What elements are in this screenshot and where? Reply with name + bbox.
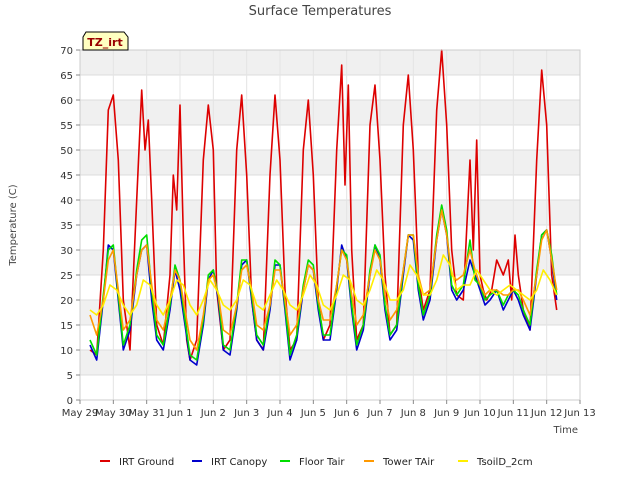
- x-tick-label: Jun 9: [433, 408, 459, 419]
- chart-title: Surface Temperatures: [249, 4, 392, 19]
- series-line-irt-canopy: [89, 209, 558, 366]
- series-line-irt-ground: [89, 49, 558, 361]
- plot-band: [80, 350, 580, 375]
- x-tick-label: Jun 8: [400, 408, 426, 419]
- y-tick-label: 30: [60, 246, 73, 257]
- y-tick-label: 0: [67, 396, 73, 407]
- y-tick-label: 55: [60, 121, 73, 132]
- x-tick-label: Jun 12: [530, 408, 563, 419]
- y-tick-label: 70: [60, 46, 73, 57]
- y-tick-label: 60: [60, 96, 73, 107]
- legend-label: IRT Ground: [119, 457, 174, 468]
- tz-badge-label: TZ_irt: [87, 36, 122, 49]
- x-tick-label: May 31: [128, 408, 165, 419]
- y-tick-label: 65: [60, 71, 73, 82]
- series-line-tsoild-2cm: [89, 254, 558, 316]
- y-tick-label: 10: [60, 346, 73, 357]
- x-tick-label: Jun 4: [266, 408, 292, 419]
- x-tick-label: Jun 1: [166, 408, 192, 419]
- x-tick-label: Jun 11: [497, 408, 530, 419]
- y-tick-label: 50: [60, 146, 73, 157]
- plot-background: [80, 50, 580, 400]
- x-axis-label: Time: [553, 425, 578, 436]
- plot-band: [80, 150, 580, 175]
- y-tick-label: 40: [60, 196, 73, 207]
- y-tick-label: 5: [67, 371, 73, 382]
- plot-band: [80, 200, 580, 225]
- x-tick-label: Jun 10: [463, 408, 496, 419]
- x-tick-label: Jun 3: [233, 408, 259, 419]
- y-axis-ticks: 0 5 10 15 20 25 30 35 40 45 50 55 60 65 70: [60, 46, 80, 407]
- y-tick-label: 20: [60, 296, 73, 307]
- plot-band: [80, 100, 580, 125]
- y-tick-label: 45: [60, 171, 73, 182]
- tz-badge-box: [82, 31, 129, 51]
- plot-band: [80, 275, 580, 300]
- plot-band: [80, 175, 580, 200]
- plot-band: [80, 50, 580, 75]
- x-tick-label: May 29: [62, 408, 99, 419]
- legend: IRT Ground IRT Canopy Floor Tair Tower TAir…: [100, 457, 533, 468]
- series-layer: [89, 49, 558, 366]
- legend-label: Floor Tair: [299, 457, 345, 468]
- legend-label: IRT Canopy: [211, 457, 267, 468]
- x-tick-label: Jun 13: [563, 408, 596, 419]
- x-tick-label: Jun 5: [300, 408, 326, 419]
- x-tick-label: Jun 6: [333, 408, 359, 419]
- tz-badge: TZ_irt: [82, 31, 129, 51]
- legend-label: TsoilD_2cm: [476, 457, 533, 468]
- x-tick-label: Jun 7: [366, 408, 392, 419]
- plot-band: [80, 375, 580, 400]
- y-tick-label: 25: [60, 271, 73, 282]
- x-tick-label: May 30: [95, 408, 132, 419]
- y-tick-label: 35: [60, 221, 73, 232]
- legend-label: Tower TAir: [382, 457, 435, 468]
- y-tick-label: 15: [60, 321, 73, 332]
- plot-band: [80, 75, 580, 100]
- x-tick-label: Jun 2: [200, 408, 226, 419]
- plot-band: [80, 225, 580, 250]
- plot-band: [80, 125, 580, 150]
- y-axis-label: Temperature (C): [8, 184, 19, 266]
